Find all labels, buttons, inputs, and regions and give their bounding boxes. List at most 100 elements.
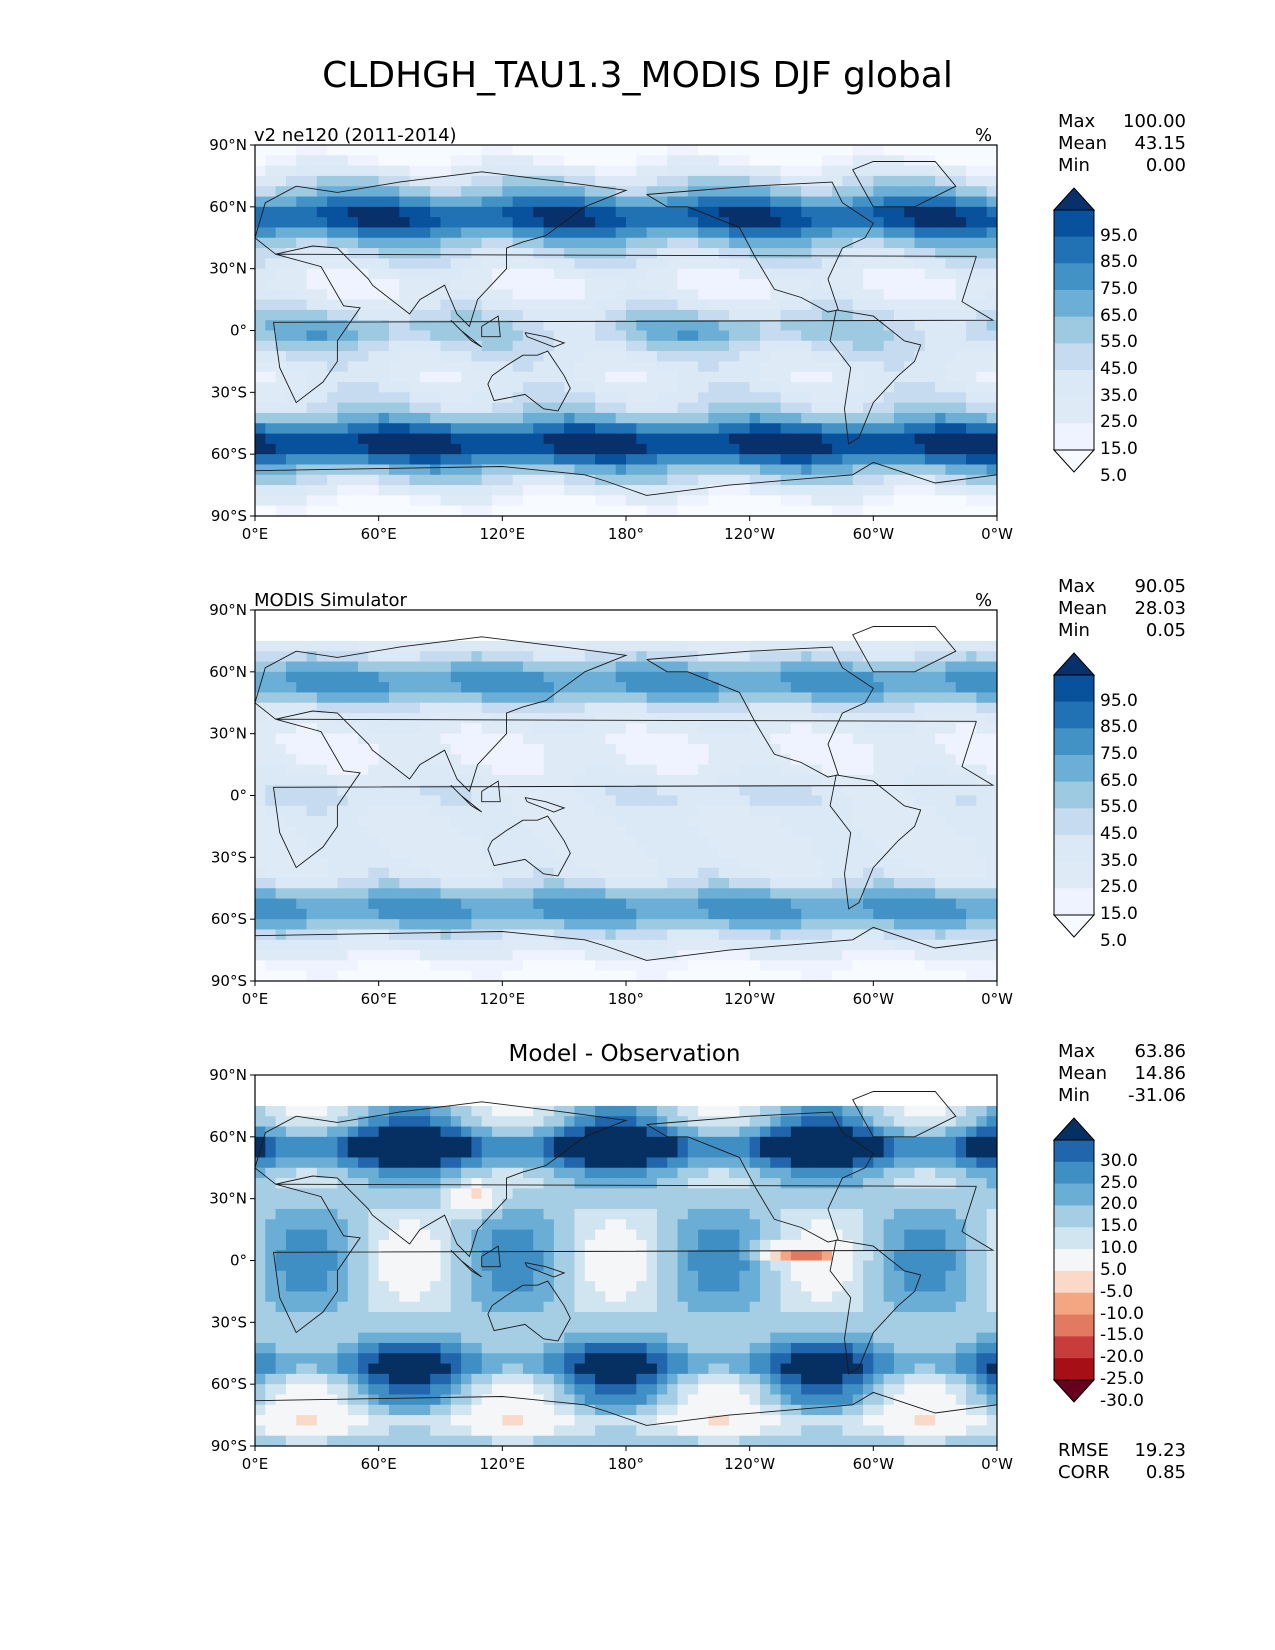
grid-cell	[584, 630, 596, 642]
grid-cell	[698, 898, 709, 910]
grid-cell	[337, 258, 349, 270]
grid-cell	[285, 392, 297, 404]
grid-cell	[656, 382, 668, 393]
grid-cell	[430, 898, 441, 910]
grid-cell	[337, 371, 349, 383]
grid-cell	[615, 847, 627, 858]
grid-cell	[316, 454, 328, 465]
grid-cell	[687, 289, 699, 300]
grid-cell	[409, 155, 421, 167]
grid-cell	[924, 320, 936, 331]
grid-cell	[924, 454, 936, 465]
grid-cell	[935, 165, 946, 177]
grid-cell	[677, 402, 689, 414]
grid-cell	[358, 392, 369, 404]
grid-cell	[852, 836, 864, 848]
grid-cell	[543, 248, 555, 259]
grid-cell	[275, 206, 287, 218]
grid-cell	[893, 443, 905, 455]
grid-cell	[852, 826, 864, 838]
grid-cell	[656, 733, 668, 745]
grid-cell	[780, 206, 792, 218]
grid-cell	[801, 145, 812, 156]
grid-cell	[564, 248, 575, 259]
grid-cell	[821, 289, 833, 300]
grid-cell	[512, 340, 524, 352]
grid-cell	[358, 165, 369, 177]
grid-cell	[553, 196, 565, 208]
grid-cell	[924, 682, 936, 693]
grid-cell	[564, 857, 575, 869]
grid-cell	[636, 610, 648, 621]
grid-cell	[677, 196, 689, 208]
grid-cell	[821, 630, 833, 642]
grid-cell	[976, 206, 988, 218]
grid-cell	[399, 485, 410, 496]
grid-cell	[935, 217, 946, 228]
grid-cell	[656, 402, 668, 414]
grid-cell	[873, 743, 885, 755]
grid-cell	[595, 908, 606, 920]
grid-cell	[512, 816, 524, 827]
grid-cell	[863, 454, 874, 465]
grid-cell	[832, 929, 843, 941]
grid-cell	[935, 320, 946, 331]
grid-cell	[708, 371, 720, 383]
grid-cell	[543, 155, 555, 167]
grid-cell	[852, 682, 864, 693]
grid-cell	[646, 651, 658, 662]
grid-cell	[667, 206, 678, 218]
grid-cell	[935, 857, 946, 869]
grid-cell	[378, 196, 390, 208]
grid-cell	[522, 268, 534, 280]
grid-cell	[347, 454, 359, 465]
grid-cell	[275, 402, 287, 414]
grid-cell	[584, 795, 596, 807]
grid-cell	[955, 165, 967, 177]
grid-cell	[409, 888, 421, 899]
grid-cell	[780, 898, 792, 910]
grid-cell	[801, 186, 812, 197]
grid-cell	[914, 412, 926, 424]
grid-cell	[285, 196, 297, 208]
grid-cell	[255, 237, 266, 249]
grid-cell	[522, 340, 534, 352]
grid-cell	[368, 155, 380, 167]
grid-cell	[852, 610, 864, 621]
grid-cell	[832, 836, 843, 848]
grid-cell	[553, 713, 565, 724]
grid-cell	[821, 671, 833, 683]
grid-cell	[811, 268, 823, 280]
grid-cell	[729, 785, 740, 796]
grid-cell	[780, 702, 792, 714]
grid-cell	[698, 505, 709, 517]
grid-cell	[492, 702, 503, 714]
grid-cell	[935, 651, 946, 662]
grid-cell	[450, 258, 462, 270]
grid-cell	[522, 805, 534, 817]
grid-cell	[564, 743, 575, 755]
grid-cell	[636, 630, 648, 642]
grid-cell	[255, 671, 266, 683]
grid-cell	[471, 278, 483, 290]
grid-cell	[698, 464, 709, 476]
grid-cell	[770, 371, 781, 383]
grid-cell	[955, 485, 967, 496]
grid-cell	[883, 877, 895, 889]
grid-cell	[255, 155, 266, 167]
grid-cell	[687, 320, 699, 331]
grid-cell	[739, 402, 751, 414]
grid-cell	[986, 268, 998, 280]
grid-cell	[522, 620, 534, 632]
grid-cell	[986, 196, 998, 208]
grid-cell	[471, 671, 483, 683]
grid-cell	[522, 464, 534, 476]
grid-cell	[316, 805, 328, 817]
grid-cell	[966, 785, 977, 796]
grid-cell	[378, 857, 390, 869]
grid-cell	[512, 196, 524, 208]
grid-cell	[347, 713, 359, 724]
grid-cell	[873, 919, 885, 930]
grid-cell	[316, 145, 328, 156]
grid-cell	[481, 671, 493, 683]
